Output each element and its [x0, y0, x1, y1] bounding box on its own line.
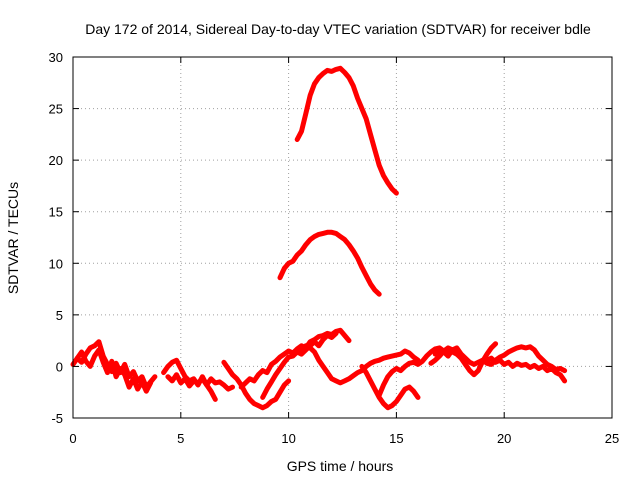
- y-tick-label: 15: [49, 205, 63, 220]
- x-axis-label: GPS time / hours: [287, 458, 394, 474]
- x-tick-label: 0: [69, 431, 76, 446]
- y-tick-label: 5: [56, 308, 63, 323]
- y-tick-label: 20: [49, 153, 63, 168]
- chart-title: Day 172 of 2014, Sidereal Day-to-day VTE…: [85, 21, 591, 37]
- axis-ticks: 0 5 10 15 20 25 -5 0 5 10 15 20 25 30: [49, 50, 620, 446]
- y-tick-label: -5: [51, 411, 63, 426]
- x-tick-label: 15: [389, 431, 403, 446]
- x-tick-label: 5: [177, 431, 184, 446]
- x-tick-label: 20: [497, 431, 511, 446]
- data-series: [70, 65, 568, 411]
- y-tick-label: 25: [49, 102, 63, 117]
- series-line-arc-mid: [277, 229, 382, 297]
- y-tick-label: 10: [49, 256, 63, 271]
- series-line-arc-e: [221, 359, 292, 411]
- series-line-arc-m: [480, 344, 568, 374]
- series-line-arc-g: [260, 330, 339, 400]
- x-tick-label: 25: [605, 431, 619, 446]
- y-axis-label: SDTVAR / TECUs: [5, 182, 21, 294]
- series-line-arc-d: [165, 372, 235, 392]
- series-line-arc-high: [294, 65, 399, 196]
- series-line-arc-h: [299, 343, 421, 386]
- plot-frame: [72, 56, 613, 419]
- series-line-arc-i: [359, 363, 421, 411]
- y-tick-label: 0: [56, 359, 63, 374]
- y-tick-label: 30: [49, 50, 63, 65]
- series-line-arc-b: [74, 347, 154, 394]
- x-tick-label: 10: [281, 431, 295, 446]
- series-line-arc-l: [432, 345, 568, 384]
